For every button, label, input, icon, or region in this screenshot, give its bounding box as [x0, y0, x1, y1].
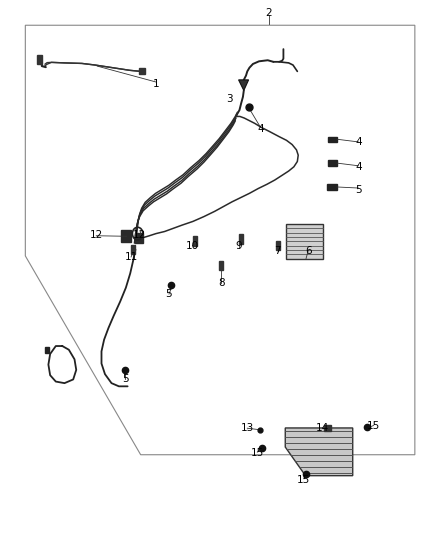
Text: 13: 13	[240, 423, 254, 433]
Bar	[328, 160, 336, 166]
Polygon shape	[285, 428, 353, 475]
Text: 12: 12	[90, 230, 103, 240]
Text: 15: 15	[297, 475, 311, 484]
Bar	[37, 55, 42, 64]
Text: 4: 4	[355, 137, 362, 147]
Bar	[121, 230, 131, 242]
Bar	[193, 236, 197, 246]
Text: 3: 3	[226, 94, 233, 104]
Text: 4: 4	[355, 162, 362, 172]
Bar	[328, 136, 336, 142]
Text: 15: 15	[251, 448, 264, 458]
Text: 15: 15	[367, 421, 380, 431]
Text: 1: 1	[152, 78, 159, 88]
Text: 2: 2	[266, 8, 272, 18]
Text: 5: 5	[355, 184, 362, 195]
Text: 5: 5	[166, 289, 172, 299]
Bar	[135, 233, 143, 243]
Text: 11: 11	[124, 252, 138, 262]
Bar	[239, 234, 243, 244]
Polygon shape	[286, 224, 323, 259]
Polygon shape	[239, 80, 249, 91]
Text: 5: 5	[122, 374, 129, 384]
Bar	[324, 425, 331, 431]
Bar	[327, 184, 337, 190]
Text: 4: 4	[257, 124, 264, 134]
Text: 7: 7	[275, 246, 281, 256]
Bar	[131, 245, 135, 254]
Text: 14: 14	[316, 423, 329, 433]
Bar	[45, 347, 49, 353]
Bar	[139, 68, 145, 74]
Text: 12: 12	[133, 230, 146, 240]
Text: 8: 8	[218, 278, 225, 288]
Text: 10: 10	[185, 241, 198, 252]
Text: 6: 6	[305, 246, 311, 256]
Bar	[276, 240, 280, 250]
Bar	[219, 261, 223, 270]
Text: 9: 9	[235, 241, 242, 252]
